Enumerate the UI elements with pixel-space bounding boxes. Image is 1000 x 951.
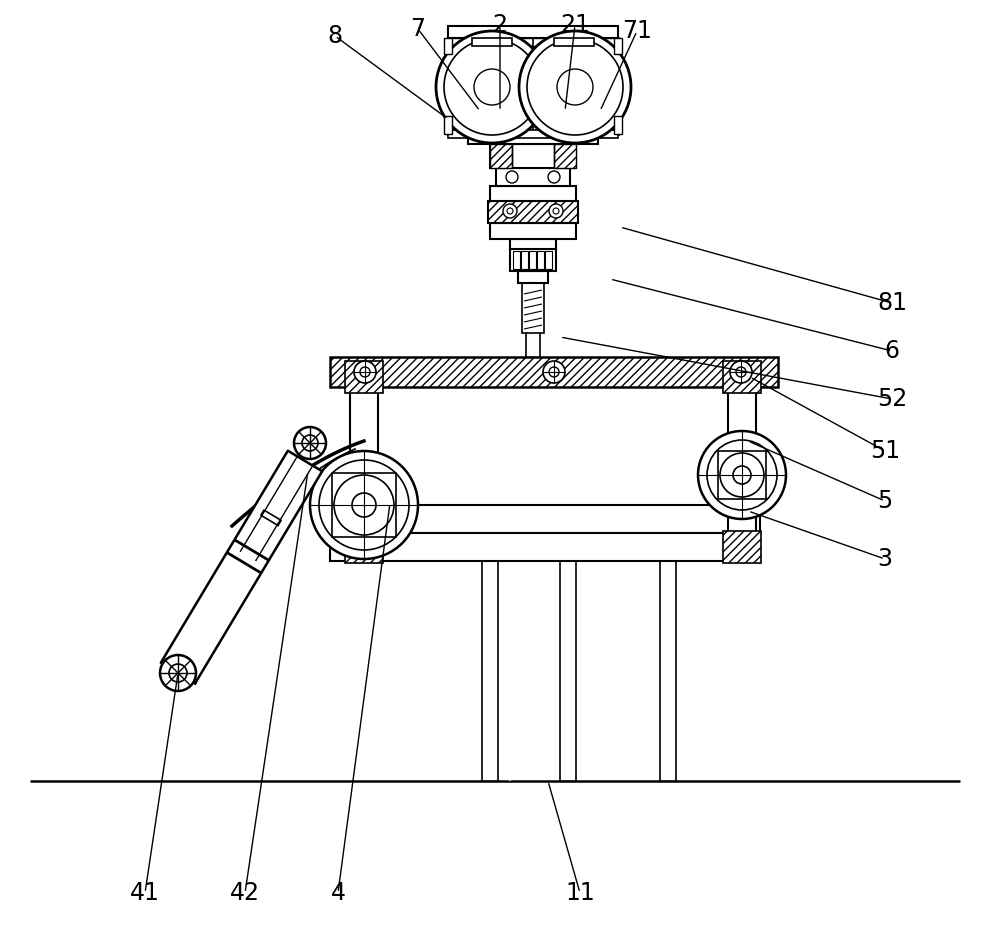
Bar	[496, 168, 570, 186]
Circle shape	[444, 39, 540, 135]
Circle shape	[319, 460, 409, 550]
Text: 3: 3	[878, 547, 893, 571]
Bar	[448, 38, 618, 46]
Bar	[448, 26, 618, 38]
Text: 2: 2	[492, 13, 508, 37]
Circle shape	[360, 367, 370, 377]
Circle shape	[160, 655, 196, 691]
Circle shape	[543, 361, 565, 383]
Bar	[350, 366, 378, 561]
Text: 5: 5	[877, 489, 893, 513]
Circle shape	[310, 451, 418, 559]
Bar	[482, 533, 498, 781]
Circle shape	[730, 361, 752, 383]
Bar	[332, 473, 396, 537]
Text: 81: 81	[877, 291, 907, 315]
Circle shape	[733, 466, 751, 484]
Circle shape	[549, 204, 563, 218]
Bar	[529, 251, 536, 269]
Circle shape	[302, 435, 318, 451]
Circle shape	[436, 31, 548, 143]
Bar	[490, 144, 576, 168]
Bar	[345, 531, 383, 563]
Bar	[330, 505, 760, 533]
Text: 7: 7	[411, 17, 426, 41]
Circle shape	[519, 31, 631, 143]
Bar	[522, 283, 544, 333]
Bar	[488, 201, 578, 223]
Bar	[330, 533, 760, 561]
Polygon shape	[161, 451, 322, 683]
Circle shape	[736, 367, 746, 377]
Circle shape	[294, 427, 326, 459]
Bar	[510, 239, 556, 249]
Circle shape	[707, 440, 777, 510]
Circle shape	[506, 171, 518, 183]
Text: 41: 41	[130, 881, 160, 905]
Bar	[444, 38, 452, 54]
Circle shape	[720, 453, 764, 497]
Text: 71: 71	[622, 19, 652, 43]
Bar	[490, 186, 576, 201]
Bar	[723, 531, 761, 563]
Bar	[490, 223, 576, 239]
Circle shape	[352, 493, 376, 517]
Bar	[537, 251, 544, 269]
Bar	[330, 357, 778, 387]
Bar	[472, 38, 512, 46]
Circle shape	[553, 208, 559, 214]
Bar	[614, 38, 622, 54]
Bar	[513, 251, 520, 269]
Bar	[545, 251, 552, 269]
Text: 42: 42	[230, 881, 260, 905]
Bar	[554, 144, 576, 168]
Bar	[490, 144, 512, 168]
Circle shape	[527, 39, 623, 135]
Bar	[448, 130, 618, 138]
Bar	[444, 116, 452, 134]
Circle shape	[169, 664, 187, 682]
Circle shape	[354, 361, 376, 383]
Circle shape	[507, 208, 513, 214]
Bar	[345, 361, 383, 393]
Text: 11: 11	[565, 881, 595, 905]
Bar	[560, 533, 576, 781]
Bar	[510, 249, 556, 271]
Circle shape	[548, 171, 560, 183]
Bar	[554, 38, 594, 46]
Bar	[614, 116, 622, 134]
Bar	[723, 361, 761, 393]
Text: 4: 4	[330, 881, 346, 905]
Bar	[521, 251, 528, 269]
Bar	[526, 329, 540, 357]
Text: 21: 21	[560, 13, 590, 37]
Text: 51: 51	[870, 439, 900, 463]
Circle shape	[474, 69, 510, 105]
Circle shape	[503, 204, 517, 218]
Text: 8: 8	[327, 24, 343, 48]
Circle shape	[549, 367, 559, 377]
Bar	[728, 366, 756, 561]
Text: 6: 6	[885, 339, 900, 363]
Circle shape	[334, 475, 394, 535]
Circle shape	[698, 431, 786, 519]
Bar	[660, 533, 676, 781]
Bar	[448, 38, 618, 134]
Bar	[518, 271, 548, 283]
Circle shape	[557, 69, 593, 105]
Bar	[468, 134, 598, 144]
Bar	[718, 451, 766, 499]
Text: 52: 52	[877, 387, 907, 411]
